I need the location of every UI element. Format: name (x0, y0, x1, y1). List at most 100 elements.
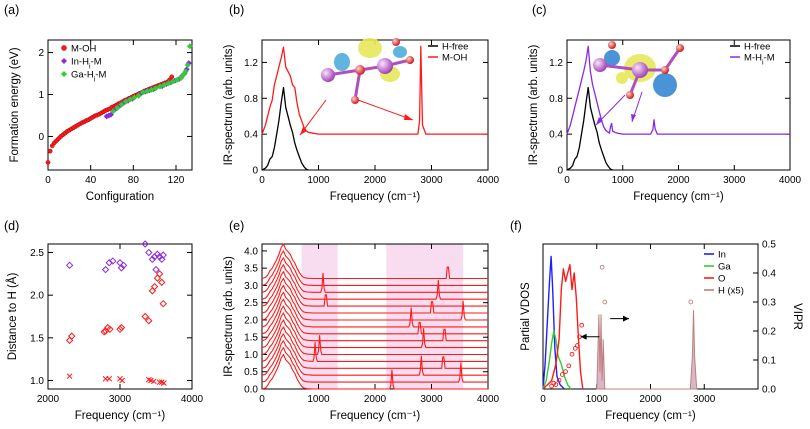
x-tick-label: 4000 (477, 175, 500, 186)
y-tick-label: 2.0 (244, 315, 258, 326)
point-x-marker (156, 379, 163, 386)
y-tick-label: 2 (38, 48, 44, 59)
stacked-spectrum (261, 326, 488, 362)
point-diamond (65, 336, 74, 345)
series-ga (542, 330, 572, 390)
point-diamond (158, 278, 166, 287)
vipr-point (579, 322, 585, 328)
y-tick-label: 1 (38, 90, 44, 101)
x-tick-label: 80 (128, 175, 140, 186)
plot-frame (47, 39, 193, 171)
y2-tick-label: 0.5 (762, 240, 776, 251)
series-h-free (261, 86, 309, 171)
legend-label: In-Hi-M (71, 57, 102, 71)
legend-label: O (718, 274, 725, 285)
point-ga-hi-m (110, 108, 117, 115)
x-axis-label: Frequency (cm⁻¹) (330, 191, 421, 203)
x-tick-label: 0 (259, 175, 265, 186)
x-tick-label: 0 (45, 175, 51, 186)
legend-marker (61, 71, 67, 77)
series-h-x5 (596, 310, 698, 390)
point-diamond (148, 255, 157, 264)
arrow-left-head (580, 333, 587, 340)
point-diamond (109, 257, 117, 265)
series-m-oh (261, 45, 488, 135)
point-m-oh (47, 148, 53, 154)
point-m-oh (169, 74, 175, 80)
y-axis-label: IR-spectrum (arb. units) (223, 44, 235, 165)
y-tick-label: 0.8 (244, 94, 258, 105)
legend-label: H-free (442, 42, 468, 53)
y-tick-label: 1.2 (549, 58, 563, 69)
point-diamond (155, 270, 164, 278)
legend-label: In (718, 250, 726, 261)
point-diamond (101, 265, 110, 274)
y-tick-label: 0.8 (549, 94, 563, 105)
y-tick-label: 0 (252, 166, 258, 177)
molecule-inset-b (299, 38, 414, 136)
vipr-point (563, 369, 568, 374)
y-tick-label: 2.5 (244, 298, 258, 309)
point-x-marker (150, 378, 157, 385)
point-diamond (159, 299, 167, 308)
legend-label: Ga (718, 262, 731, 273)
vipr-point (599, 264, 605, 270)
y-axis-label: Partial VDOS (520, 282, 532, 351)
point-diamond (145, 248, 153, 257)
y-axis-label: IR-spectrum (arb. units) (223, 256, 235, 377)
panel-label: (e) (229, 219, 244, 233)
panel-d: 2000 3000 4000 1.0 1.5 2.0 2.5 Frequency (cm⁻¹)… (4, 219, 204, 422)
x-tick-label: 2000 (667, 175, 690, 186)
stacked-spectrum (261, 243, 488, 280)
point-ga-hi-m (139, 89, 146, 96)
stacked-spectrum (261, 284, 488, 321)
x-axis-label: Frequency (cm⁻¹) (605, 410, 696, 422)
panel-label: (d) (4, 219, 19, 233)
panel-label: (f) (510, 219, 522, 233)
point-ga-hi-m (135, 92, 142, 99)
panel-b: 0 1000 2000 3000 4000 0 0.4 0.8 1.2 Frequency (cm… (223, 3, 500, 203)
vipr-point (575, 343, 580, 348)
x-tick-label: 3000 (420, 175, 443, 186)
y-axis-label: Distance to H (Å) (6, 273, 19, 361)
stacked-spectrum (261, 257, 488, 293)
y-tick-label: 3.5 (244, 264, 258, 275)
y-tick-label: 4.0 (244, 246, 258, 257)
x-tick-label: 40 (85, 175, 97, 186)
x-tick-label: 3000 (693, 394, 716, 405)
x-tick-label: 3000 (109, 394, 132, 405)
vipr-point (572, 346, 578, 351)
y-tick-label: 0.4 (244, 130, 258, 141)
x-tick-label: 2000 (364, 394, 387, 405)
vipr-point (553, 382, 559, 387)
point-diamond (158, 255, 166, 264)
y-tick-label: 0.4 (549, 130, 563, 141)
y-tick-label: 2.5 (30, 248, 44, 259)
point-diamond (141, 240, 149, 248)
y-tick-label: 1.2 (244, 58, 258, 69)
y2-tick-label: 0.0 (762, 385, 776, 396)
point-diamond (145, 317, 153, 325)
legend-marker (61, 58, 67, 64)
y2-axis-label: VIPR (791, 303, 803, 330)
panel-e: 0 1000 2000 3000 4000 0.0 0.5 1.0 1.5 2.0 2.5 3.0 3.… (223, 219, 500, 422)
x-tick-label: 3000 (723, 175, 746, 186)
y-tick-label: 0 (38, 132, 44, 143)
point-diamond (65, 261, 74, 270)
x-tick-label: 4000 (779, 175, 802, 186)
molecule-inset-c (593, 41, 684, 126)
y-tick-label: 1.5 (30, 333, 44, 344)
panel-label: (c) (532, 3, 547, 17)
point-ga-hi-m (118, 101, 125, 108)
x-tick-label: 1000 (307, 175, 330, 186)
stacked-spectrum (261, 347, 488, 383)
y-tick-label: 1.0 (244, 350, 258, 361)
legend-marker (61, 45, 67, 51)
point-ga-hi-m (184, 62, 191, 69)
point-ga-hi-m (186, 43, 193, 50)
stacked-spectrum (261, 319, 488, 356)
stacked-spectrum (261, 333, 488, 369)
x-tick-label: 120 (168, 175, 185, 186)
point-ga-hi-m (174, 76, 181, 83)
